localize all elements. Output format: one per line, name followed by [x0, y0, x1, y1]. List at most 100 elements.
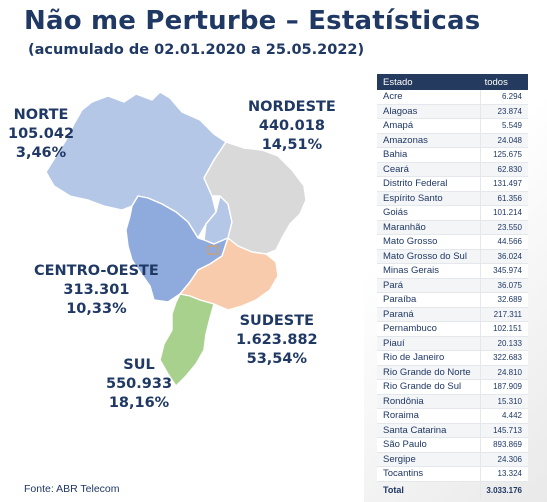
state-name-cell: Alagoas [377, 104, 481, 119]
state-value-cell: 5.549 [480, 118, 528, 134]
column-header-total[interactable]: todos [480, 74, 528, 90]
state-value-cell: 36.075 [480, 278, 528, 293]
state-value-cell: 13.324 [480, 466, 528, 482]
table-row: Acre 6.294 [377, 90, 528, 105]
state-value-cell: 322.683 [480, 350, 528, 366]
state-name-cell: Mato Grosso do Sul [377, 249, 481, 264]
region-sul [159, 293, 215, 387]
state-value-cell: 187.909 [480, 379, 528, 395]
state-value-cell: 145.713 [480, 423, 528, 438]
state-value-cell: 102.151 [480, 321, 528, 337]
centro-oeste-label: CENTRO-OESTE 313.301 10,33% [34, 262, 159, 319]
sudeste-name: SUDESTE [239, 313, 315, 329]
norte-percent: 3,46% [15, 145, 67, 161]
norte-name: NORTE [13, 107, 69, 123]
sul-label: SUL 550.933 18,16% [106, 356, 172, 413]
state-name-cell: Paraná [377, 307, 481, 322]
table-row: Rio Grande do Norte 24.810 [377, 365, 528, 380]
state-name-cell: Rio Grande do Norte [377, 365, 481, 380]
state-name-cell: Paraíba [377, 292, 481, 308]
state-value-cell: 6.294 [480, 90, 528, 105]
state-name-cell: Pernambuco [377, 321, 481, 337]
state-name-cell: Rio Grande do Sul [377, 379, 481, 395]
state-value-cell: 101.214 [480, 205, 528, 221]
state-value-cell: 131.497 [480, 176, 528, 192]
sudeste-percent: 53,54% [246, 351, 308, 367]
state-name-cell: Ceará [377, 162, 481, 177]
states-table: Estado todos Acre 6.294 Alagoas 23.874 Amapá… [377, 74, 528, 499]
nordeste-label: NORDESTE 440.018 14,51% [248, 98, 336, 155]
table-row: Goiás 101.214 [377, 205, 528, 221]
state-name-cell: Goiás [377, 205, 481, 221]
column-header-state[interactable]: Estado [377, 74, 481, 90]
sudeste-label: SUDESTE 1.623.882 53,54% [236, 312, 318, 369]
state-value-cell: 15.310 [480, 394, 528, 409]
state-value-cell: 62.830 [480, 162, 528, 177]
state-name-cell: Santa Catarina [377, 423, 481, 438]
state-name-cell: Distrito Federal [377, 176, 481, 192]
state-name-cell: Amazonas [377, 133, 481, 148]
centro-oeste-name: CENTRO-OESTE [34, 263, 159, 279]
state-name-cell: Roraima [377, 408, 481, 424]
table-row: Paraíba 32.689 [377, 292, 528, 308]
table-row: Sergipe 24.306 [377, 452, 528, 467]
table-row: Espírito Santo 61.356 [377, 191, 528, 206]
table-row: Piauí 20.133 [377, 336, 528, 351]
centro-oeste-percent: 10,33% [66, 301, 127, 317]
total-value: 3.033.176 [480, 480, 528, 499]
state-name-cell: Bahia [377, 147, 481, 163]
state-value-cell: 24.306 [480, 452, 528, 467]
table-row: Minas Gerais 345.974 [377, 263, 528, 279]
sul-name: SUL [123, 357, 155, 373]
state-name-cell: Tocantins [377, 466, 481, 482]
state-value-cell: 23.874 [480, 104, 528, 119]
table-row: Rondônia 15.310 [377, 394, 528, 409]
table-row: Pará 36.075 [377, 278, 528, 293]
state-name-cell: Piauí [377, 336, 481, 351]
norte-label: NORTE 105.042 3,46% [8, 106, 74, 163]
table-row: Maranhão 23.550 [377, 220, 528, 235]
state-value-cell: 24.810 [480, 365, 528, 380]
state-name-cell: Rondônia [377, 394, 481, 409]
state-value-cell: 61.356 [480, 191, 528, 206]
table-row: Tocantins 13.324 [377, 466, 528, 482]
region-nordeste [203, 141, 307, 255]
state-value-cell: 125.675 [480, 147, 528, 163]
nordeste-percent: 14,51% [261, 137, 323, 153]
state-value-cell: 36.024 [480, 249, 528, 264]
table-row: Pernambuco 102.151 [377, 321, 528, 337]
table-row: Rio de Janeiro 322.683 [377, 350, 528, 366]
table-body: Acre 6.294 Alagoas 23.874 Amapá 5.549 Amazonas… [377, 90, 528, 482]
table-row: Rio Grande do Sul 187.909 [377, 379, 528, 395]
table-row: Ceará 62.830 [377, 162, 528, 177]
state-value-cell: 217.311 [480, 307, 528, 322]
sudeste-count: 1.623.882 [236, 332, 318, 348]
nordeste-name: NORDESTE [248, 99, 336, 115]
source-note: Fonte: ABR Telecom [24, 483, 120, 495]
state-name-cell: Amapá [377, 118, 481, 134]
state-name-cell: Minas Gerais [377, 263, 481, 279]
state-name-cell: Maranhão [377, 220, 481, 235]
federal-district-marker [207, 245, 219, 255]
table-row: Amapá 5.549 [377, 118, 528, 134]
state-value-cell: 345.974 [480, 263, 528, 279]
sul-count: 550.933 [106, 376, 173, 392]
state-name-cell: Pará [377, 278, 481, 293]
page-title: Não me Perturbe – Estatísticas [24, 6, 481, 36]
page-subtitle: (acumulado de 02.01.2020 a 25.05.2022) [28, 42, 365, 58]
state-value-cell: 44.566 [480, 234, 528, 250]
state-name-cell: São Paulo [377, 437, 481, 453]
table-row: Santa Catarina 145.713 [377, 423, 528, 438]
state-name-cell: Espírito Santo [377, 191, 481, 206]
centro-oeste-count: 313.301 [63, 282, 130, 298]
brazil-regions-map [45, 91, 307, 387]
table-row: Bahia 125.675 [377, 147, 528, 163]
state-value-cell: 20.133 [480, 336, 528, 351]
state-value-cell: 4.442 [480, 408, 528, 424]
sul-percent: 18,16% [108, 395, 170, 411]
table-row: Mato Grosso do Sul 36.024 [377, 249, 528, 264]
region-sudeste [179, 237, 279, 311]
table-total-row: Total 3.033.176 [377, 480, 528, 499]
table-header-row: Estado todos [377, 74, 528, 90]
nordeste-count: 440.018 [258, 118, 325, 134]
